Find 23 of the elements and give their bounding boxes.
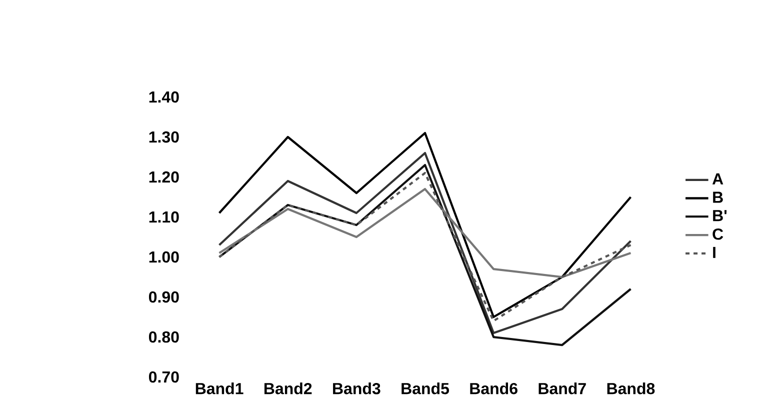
y-tick-label: 0.90: [148, 291, 179, 303]
line-series: [218, 132, 632, 318]
line-series: [218, 172, 632, 322]
legend-label: I: [713, 246, 716, 258]
y-tick-label: 0.80: [148, 331, 179, 343]
x-tick-label: Band7: [538, 382, 586, 394]
y-tick-label: 0.70: [148, 371, 179, 383]
x-tick-label: Band3: [333, 382, 380, 394]
y-tick-label: 1.40: [149, 91, 179, 103]
legend-label: A: [712, 173, 724, 184]
y-tick-label: 1.30: [149, 131, 179, 143]
legend-label: C: [712, 228, 724, 240]
x-tick-label: Band5: [402, 382, 449, 394]
legend-label: B: [713, 192, 723, 203]
legend-label: B': [713, 210, 727, 222]
x-tick-label: Band6: [470, 382, 518, 394]
y-tick-label: 1.10: [149, 211, 179, 223]
y-tick-label: 1.00: [149, 251, 179, 263]
line-series: [218, 188, 632, 278]
x-tick-label: Band2: [264, 382, 312, 394]
y-tick-label: 1.20: [149, 171, 179, 183]
x-tick-label: Band8: [607, 382, 655, 394]
x-tick-label: Band1: [196, 382, 244, 394]
